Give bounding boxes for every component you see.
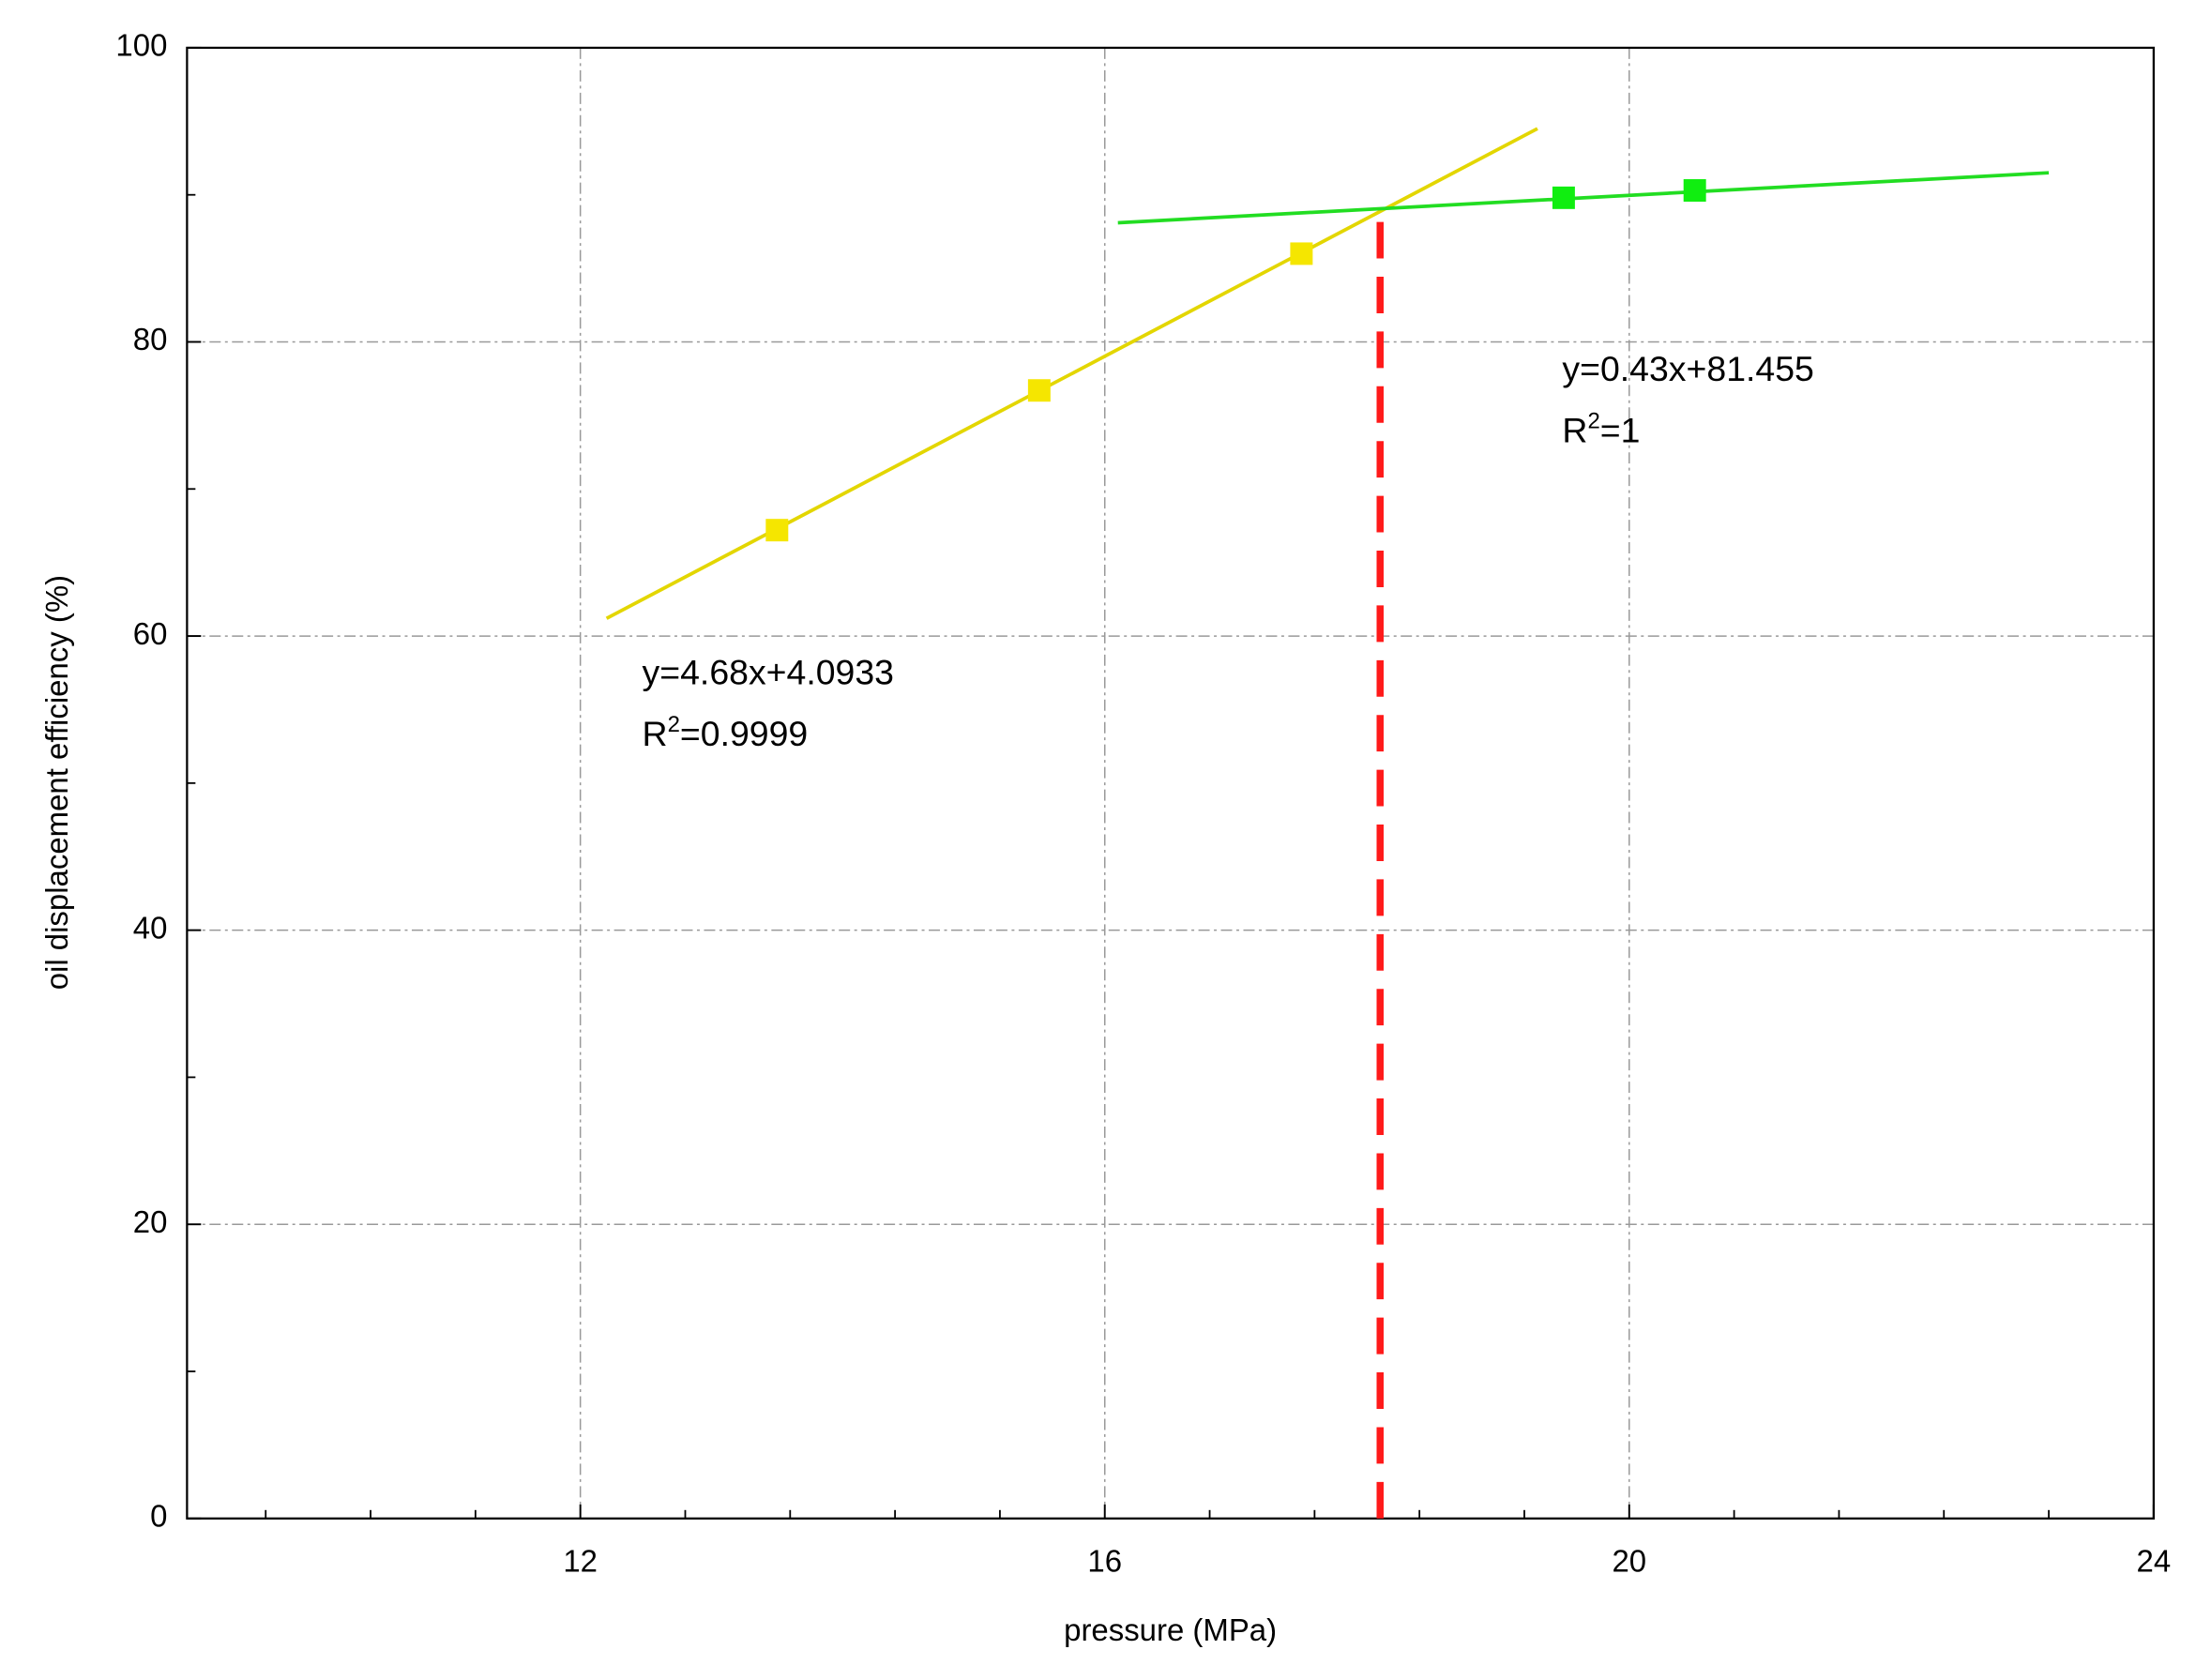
r-squared-rest: =0.9999	[680, 714, 808, 753]
r-squared-base: R	[643, 714, 668, 753]
y-tick-label: 80	[133, 322, 168, 356]
y-axis-label: oil displacement efficiency (%)	[39, 575, 74, 990]
y-tick-label: 40	[133, 910, 168, 945]
data-point	[1552, 186, 1575, 209]
r-squared-sup: 2	[1587, 409, 1599, 434]
r-squared-rest: =1	[1600, 411, 1641, 450]
r-squared-sup: 2	[668, 712, 680, 737]
fit-line	[605, 127, 1538, 620]
x-tick-label: 12	[563, 1543, 598, 1578]
fit-equation: y=0.43x+81.455	[1562, 349, 1813, 388]
fit-equation: y=4.68x+4.0933	[643, 652, 894, 691]
x-tick-label: 24	[2137, 1543, 2172, 1578]
data-point	[1683, 179, 1706, 202]
y-tick-label: 0	[150, 1498, 167, 1533]
x-axis-label: pressure (MPa)	[1064, 1612, 1277, 1647]
data-point	[765, 519, 789, 542]
x-tick-label: 16	[1087, 1543, 1122, 1578]
y-tick-label: 60	[133, 616, 168, 651]
data-point	[1290, 242, 1313, 265]
y-tick-label: 100	[115, 28, 167, 63]
plot-frame	[186, 46, 2155, 1520]
fit-line	[1117, 171, 2050, 225]
r-squared: R2=0.9999	[643, 712, 809, 753]
y-tick-label: 20	[133, 1204, 168, 1239]
r-squared: R2=1	[1562, 409, 1640, 450]
data-point	[1027, 379, 1051, 402]
x-tick-label: 20	[1612, 1543, 1646, 1578]
r-squared-base: R	[1562, 411, 1587, 450]
